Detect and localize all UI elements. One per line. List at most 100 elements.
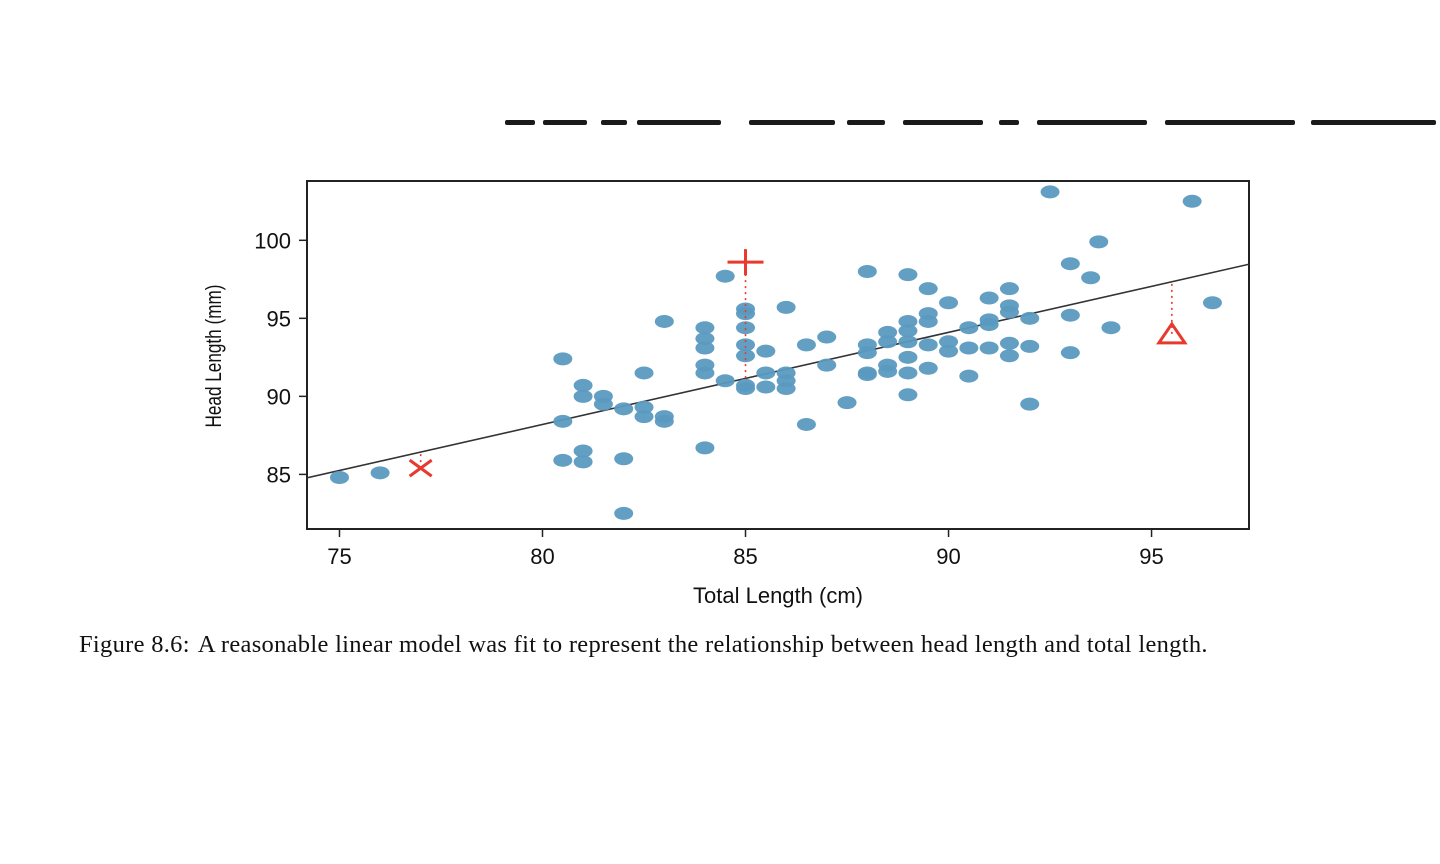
data-point [634,410,654,424]
data-point [1060,308,1080,322]
data-point [573,389,593,403]
data-point [1020,311,1040,325]
data-point [614,452,634,466]
data-point [857,265,877,279]
data-point [695,321,715,335]
data-point [898,388,918,402]
data-point [736,382,756,396]
x-tick-label: 75 [327,544,351,569]
data-point [1101,321,1121,335]
data-point [918,338,938,352]
x-tick-label: 90 [936,544,960,569]
data-point [837,396,857,410]
data-point [654,414,674,428]
data-point [553,414,573,428]
data-point [1182,194,1202,208]
data-point [1040,185,1060,199]
data-point [593,397,613,411]
data-point [959,341,979,355]
data-point [1020,339,1040,353]
data-point [898,268,918,282]
data-point [817,330,837,344]
data-point [878,364,898,378]
figure-caption-text: A reasonable linear model was fit to rep… [197,631,1208,658]
data-point [878,335,898,349]
data-point [999,349,1019,363]
data-point [1020,397,1040,411]
data-point [329,471,349,485]
data-point [573,444,593,458]
data-point [817,358,837,372]
x-tick-label: 95 [1139,544,1163,569]
data-point [939,296,959,310]
data-point [736,349,756,363]
data-point [715,374,735,388]
data-point [1060,346,1080,360]
data-point [898,350,918,364]
data-point [736,307,756,321]
data-point [959,321,979,335]
data-point [1202,296,1222,310]
data-point [553,453,573,467]
plus-marker [727,249,764,276]
figure-caption: Figure 8.6: A reasonable linear model was… [79,630,1399,660]
data-point [918,361,938,375]
data-point [776,300,796,314]
cropped-text-fragment [505,118,1440,128]
x-tick-label: 85 [733,544,757,569]
x-tick-label: 80 [530,544,554,569]
data-point [654,314,674,328]
y-tick-label: 90 [267,384,291,409]
data-point [918,282,938,296]
data-point [898,335,918,349]
data-point [756,366,776,380]
data-point [939,335,959,349]
data-point [918,314,938,328]
y-tick-label: 95 [267,306,291,331]
data-point [370,466,390,480]
data-point [939,344,959,358]
data-point [1060,257,1080,271]
data-point [999,336,1019,350]
data-point [979,341,999,355]
data-point [898,314,918,328]
y-axis-title: Head Length (mm) [202,285,227,428]
data-point [796,417,816,431]
data-point [898,366,918,380]
data-point [979,291,999,305]
data-point [736,338,756,352]
data-point [857,368,877,382]
data-point [695,366,715,380]
plot-frame [306,180,1250,530]
figure-caption-label: Figure 8.6: [79,631,190,658]
data-point [614,506,634,520]
data-point [796,338,816,352]
data-point [695,341,715,355]
data-point [634,400,654,414]
data-point [573,455,593,469]
data-point [695,441,715,455]
triangle-marker [1156,321,1188,345]
data-point [614,402,634,416]
x-axis-title: Total Length (cm) [693,583,863,608]
data-point [756,380,776,394]
data-point [1081,271,1101,285]
data-point [979,318,999,332]
data-point [857,346,877,360]
data-point [959,369,979,383]
data-point [999,305,1019,319]
data-point [573,378,593,392]
data-point [553,352,573,366]
data-point [715,269,735,283]
data-point [634,366,654,380]
data-point [736,321,756,335]
plot-area: 75 80 85 90 95 85 90 95 100 [254,180,1250,569]
data-point [878,325,898,339]
data-point [776,382,796,396]
y-tick-label: 100 [254,228,291,253]
y-tick-label: 85 [267,462,291,487]
data-point [695,332,715,346]
data-point [756,344,776,358]
x-marker [408,458,433,478]
